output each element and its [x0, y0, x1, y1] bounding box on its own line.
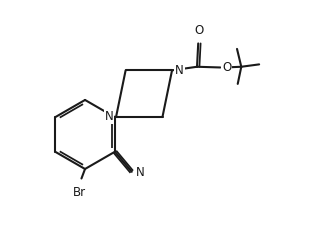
Text: O: O: [222, 61, 231, 74]
Text: N: N: [136, 166, 145, 179]
Text: O: O: [195, 24, 204, 37]
Text: N: N: [105, 110, 113, 123]
Text: N: N: [175, 64, 184, 77]
Text: Br: Br: [73, 186, 86, 199]
